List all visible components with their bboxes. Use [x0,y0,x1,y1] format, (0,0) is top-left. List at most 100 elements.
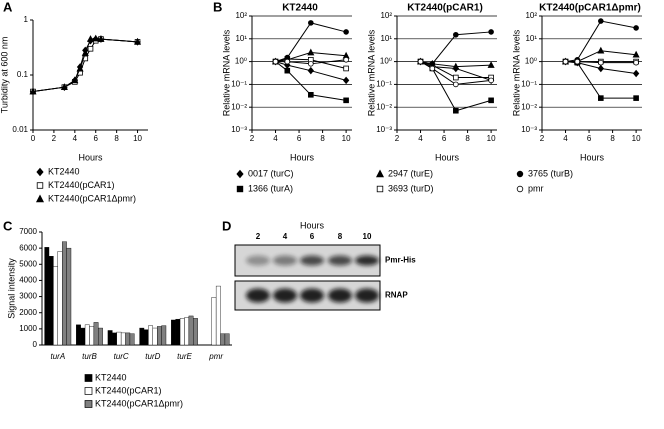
marker [597,64,604,73]
marker [81,49,89,56]
bar [107,330,113,346]
marker [633,59,639,66]
legend-label: 1366 (turA) [248,183,293,193]
x-axis-title: Hours [580,152,605,162]
legend-marker [36,167,44,177]
y-tick-label: 10¹ [235,34,247,43]
marker [632,69,640,78]
marker [343,56,349,63]
legend-label: pmr [528,183,544,193]
legend-swatch [84,400,93,408]
legend-label: 0017 (turC) [248,168,294,178]
series-line [275,59,347,65]
y-tick-label: 0.1 [17,70,29,79]
bar [161,325,167,346]
bar [215,285,221,346]
legend-marker [36,182,44,189]
bar [184,317,190,346]
legend-marker [516,185,524,193]
y-axis-title: Relative mRNA levels [221,29,231,116]
marker [342,76,350,85]
legend-marker [236,185,244,193]
x-tick-label: 10 [133,134,142,143]
bar [211,297,217,346]
x-tick-label: 4 [563,134,568,143]
x-tick-label: 8 [114,134,119,143]
bar [156,326,162,346]
marker [417,58,424,65]
x-tick-label: 6 [94,134,99,143]
legend-label: KT2440(pCAR1) [48,180,115,190]
y-tick-label: 10¹ [380,34,392,43]
lane-label: 8 [338,232,343,241]
bar [98,327,103,346]
marker [284,58,291,65]
lane-label: 2 [256,232,261,241]
x-axis-title: Hours [290,152,315,162]
bar [76,324,81,346]
y-tick-label: 10⁻¹ [231,80,247,89]
subplot-title: KT2440(pCAR1) [407,3,483,14]
bar [175,318,181,346]
y-tick-label: 4000 [19,276,37,285]
band-label: Pmr-His [385,256,416,265]
series-line [275,58,347,69]
x-tick-label: 4 [73,134,78,143]
x-tick-label: 4 [418,134,423,143]
x-tick-label: 10 [632,134,641,143]
marker [307,66,314,75]
y-tick-label: 0 [33,340,38,349]
bar [171,319,176,346]
series-line [32,38,138,93]
marker [307,48,315,56]
x-tick-label: 2 [395,134,400,143]
y-tick-label: 5000 [19,259,37,268]
blot-band [355,288,379,303]
blot-band [273,288,297,303]
lane-label: 4 [283,232,288,241]
panel-label: C [3,218,13,233]
x-axis-title: Hours [435,152,460,162]
marker [598,59,604,66]
blot-title: Hours [300,220,325,230]
marker [598,18,604,24]
marker [488,29,494,35]
marker [488,77,494,84]
legend-marker [236,169,244,179]
panel-label: D [222,218,231,233]
marker [308,20,314,26]
y-axis-title: Relative mRNA levels [366,29,376,116]
bar [143,329,149,346]
blot-band [328,288,352,303]
x-tick-label: 10 [342,134,351,143]
x-tick-label: turA [50,352,65,361]
y-tick-label: 10² [380,11,392,20]
bar [193,318,198,346]
y-tick-label: 10⁻¹ [376,80,392,89]
y-tick-label: 1 [24,15,29,24]
legend-label: KT2440 [95,372,127,382]
y-tick-label: 3000 [19,292,37,301]
bar [53,266,59,346]
bar [112,332,117,346]
y-axis-title: Turbidity at 600 nm [0,37,9,114]
x-tick-label: 6 [297,134,302,143]
x-tick-label: 6 [442,134,447,143]
marker [76,64,84,72]
series-line [275,22,347,63]
x-tick-label: 2 [250,134,255,143]
series-line [420,31,492,65]
marker [633,95,639,101]
y-tick-label: 10⁰ [235,57,247,66]
y-axis-title: Signal intensity [6,258,16,319]
marker [453,81,459,88]
marker [343,97,349,104]
bar [89,326,95,346]
marker [308,91,314,98]
legend-swatch [84,374,93,382]
band-label: RNAP [385,291,408,300]
bar [129,333,135,346]
series-line [420,61,492,79]
lane-label: 10 [363,232,372,241]
